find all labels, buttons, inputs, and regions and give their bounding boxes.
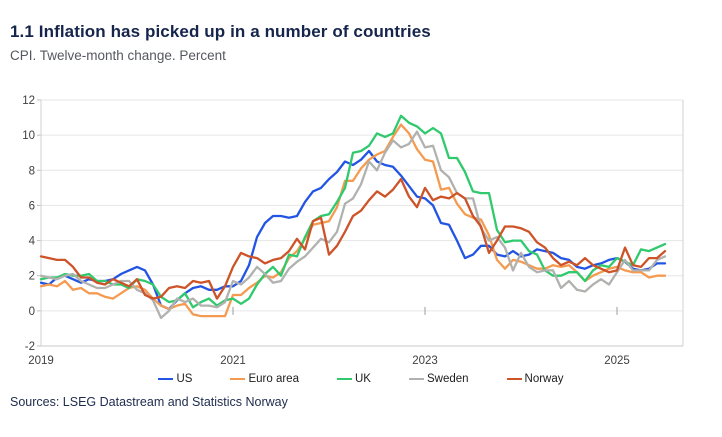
legend-item-uk: UK — [336, 373, 371, 385]
report-figure: 1.1 Inflation has picked up in a number … — [10, 22, 712, 409]
legend-item-norway: Norway — [506, 373, 564, 385]
chart-subtitle: CPI. Twelve-month change. Percent — [10, 48, 226, 63]
legend-label: Euro area — [248, 373, 299, 385]
series-line-norway — [39, 177, 667, 300]
legend-item-us: US — [158, 373, 192, 385]
sources-note: Sources: LSEG Datastream and Statistics … — [10, 395, 288, 409]
y-axis-label: 0 — [29, 306, 35, 318]
y-axis-label: 10 — [22, 130, 35, 142]
legend-item-sweden: Sweden — [408, 373, 469, 385]
x-axis-label: 2019 — [28, 355, 54, 367]
legend-label: Norway — [524, 373, 564, 385]
y-axis-label: 6 — [29, 200, 35, 212]
x-axis-label: 2021 — [220, 355, 246, 367]
legend-swatch — [336, 377, 352, 381]
y-axis-label: 8 — [29, 165, 35, 177]
x-axis-label: 2023 — [412, 355, 438, 367]
chart-legend: US Euro area UK Sweden Norway — [10, 373, 712, 385]
legend-swatch — [408, 377, 424, 381]
series-line-us — [39, 149, 667, 311]
legend-swatch — [158, 377, 174, 381]
x-axis-label: 2025 — [604, 355, 630, 367]
legend-label: US — [176, 373, 193, 385]
y-axis-label: 2 — [29, 271, 35, 283]
y-axis-label: 4 — [29, 236, 36, 248]
legend-swatch — [506, 377, 522, 381]
y-axis-label: 12 — [22, 95, 35, 107]
legend-item-euro-area: Euro area — [230, 373, 299, 385]
series-line-sweden — [39, 130, 667, 320]
series-line-euro-area — [39, 123, 667, 318]
legend-swatch — [230, 377, 246, 381]
chart-title: 1.1 Inflation has picked up in a number … — [10, 22, 431, 41]
legend-label: UK — [354, 373, 371, 385]
series-line-uk — [39, 114, 667, 309]
y-axis-label: -2 — [25, 341, 35, 353]
inflation-line-chart: -2 0 2 4 6 8 10 12 2019 2021 2023 2025 — [22, 95, 684, 367]
legend-label: Sweden — [426, 373, 469, 385]
